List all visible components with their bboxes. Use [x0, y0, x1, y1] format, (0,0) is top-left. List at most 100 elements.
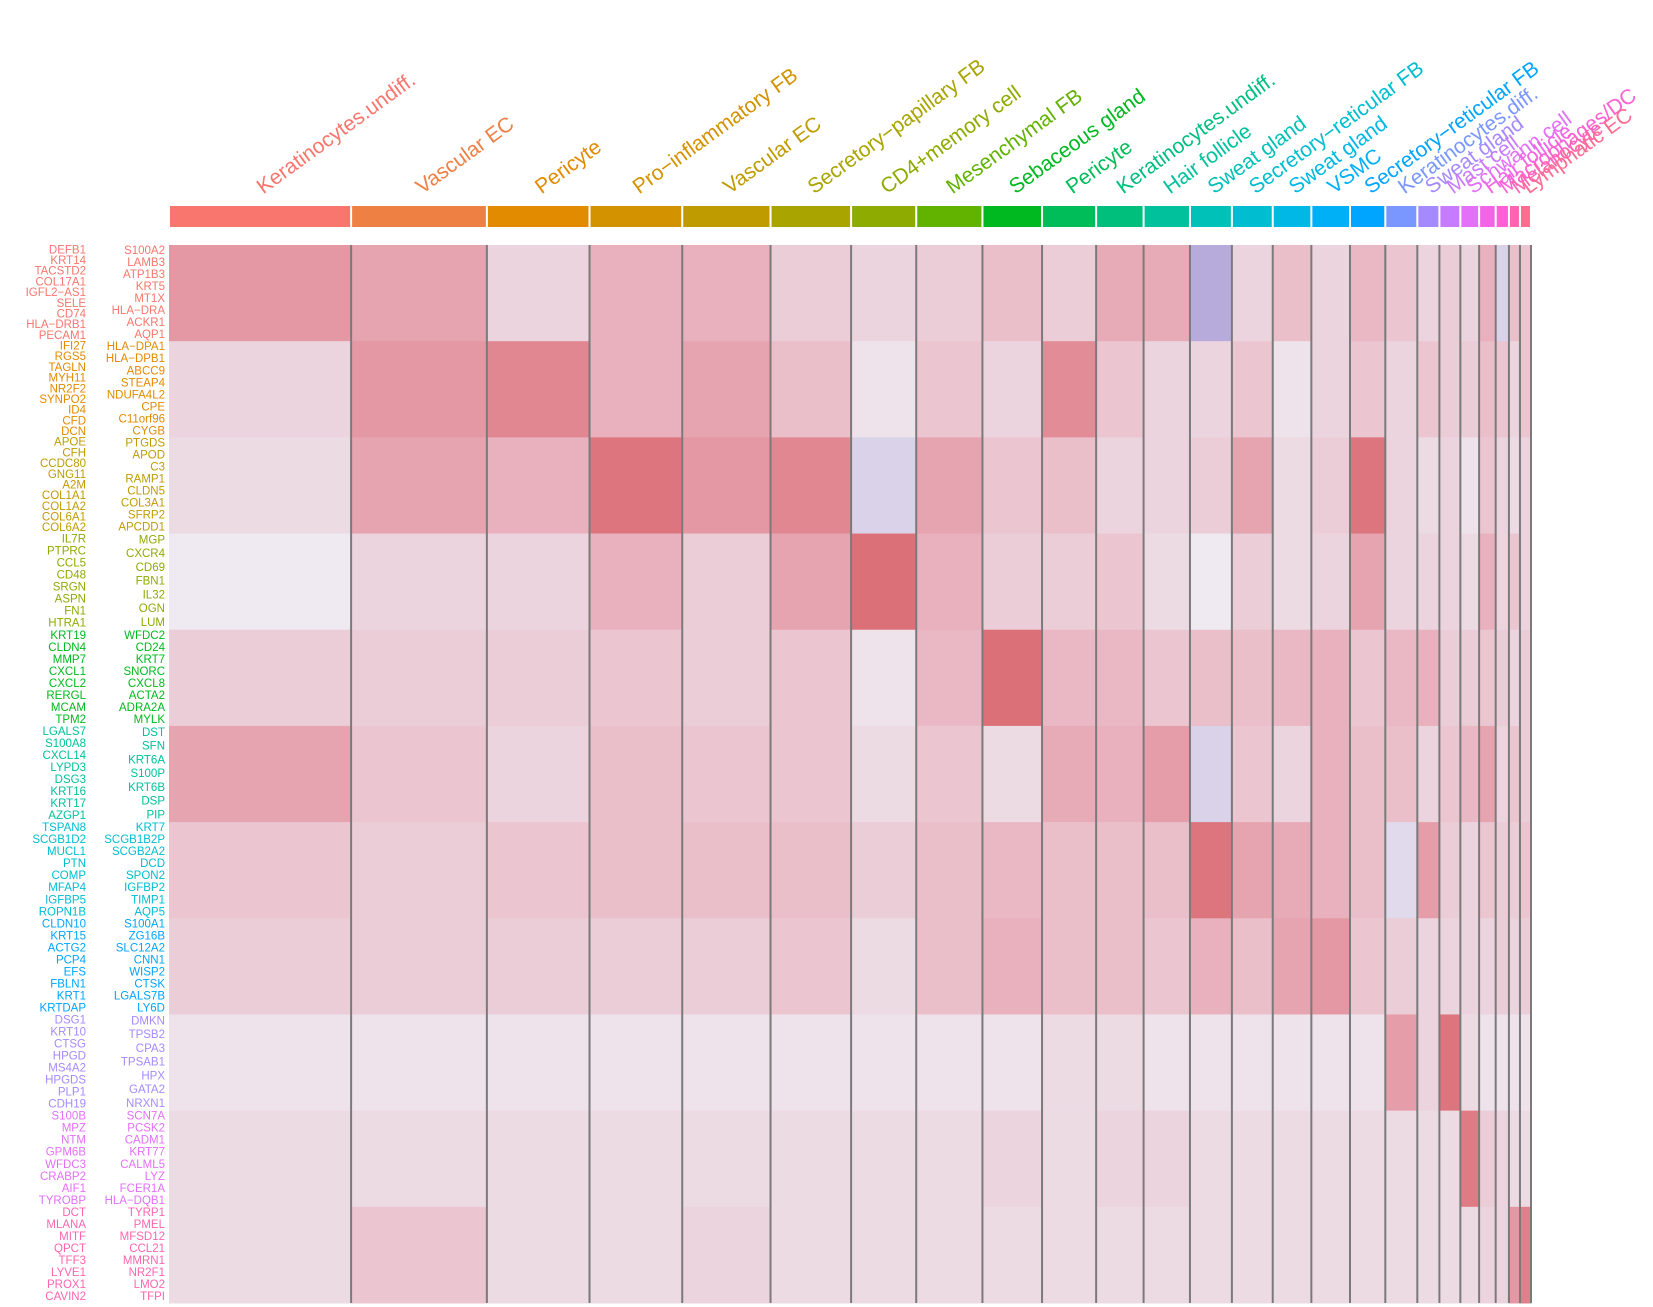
heat-cell [1460, 341, 1480, 438]
gene-label: DMKN [131, 1015, 165, 1027]
heat-cell [1143, 1206, 1191, 1304]
heat-cell [486, 245, 591, 342]
heat-cell [1231, 918, 1274, 1015]
gene-label: HPGD [53, 1051, 86, 1063]
heat-cell [851, 533, 917, 631]
heat-cell [351, 822, 488, 919]
gene-label: CPA3 [136, 1043, 165, 1055]
gene-label: CXCL2 [49, 678, 86, 690]
heat-cell [1479, 918, 1497, 1015]
heat-cell [682, 1110, 772, 1208]
heat-cell [851, 918, 917, 1015]
heat-cell [682, 1014, 772, 1112]
heat-cell [916, 1014, 983, 1112]
gene-label: COL1A2 [42, 501, 86, 513]
heat-cell [1417, 437, 1440, 535]
heat-cell [851, 822, 917, 919]
heat-cell [1495, 918, 1510, 1015]
gene-label: OGN [139, 603, 165, 615]
heat-cell [1385, 822, 1418, 919]
heat-cell [486, 918, 591, 1015]
gene-label: COL1A1 [42, 490, 86, 502]
gene-label: MUCL1 [47, 846, 86, 858]
heat-cell [589, 629, 683, 727]
heat-cell [1479, 245, 1497, 342]
gene-label: APOD [132, 449, 165, 461]
gene-label: PTPRC [47, 546, 86, 558]
gene-label: LMO2 [134, 1279, 165, 1291]
gene-label: LYVE1 [51, 1267, 86, 1279]
heat-cell [1042, 341, 1097, 438]
gene-label: COL6A2 [42, 522, 86, 534]
gene-label: WFDC3 [45, 1159, 86, 1171]
heat-cell [916, 245, 983, 342]
heat-cell [1096, 1110, 1145, 1208]
gene-label: NRXN1 [126, 1098, 165, 1110]
heat-cell [1460, 245, 1480, 342]
heat-cell [770, 1014, 852, 1112]
gene-label: NR2F2 [50, 383, 86, 395]
heat-cell [916, 1206, 983, 1304]
gene-label: S100A8 [45, 738, 86, 750]
gene-label: CD69 [136, 562, 165, 574]
heat-cell [1385, 725, 1418, 823]
heat-cell [1508, 822, 1521, 919]
heat-cell [1311, 533, 1351, 631]
heat-cell [1479, 341, 1497, 438]
gene-label: CYGB [132, 425, 165, 437]
gene-label: COL6A1 [42, 512, 86, 524]
gene-label: CAVIN2 [45, 1291, 86, 1303]
heat-cell [982, 918, 1043, 1015]
gene-label: SFN [142, 741, 165, 753]
gene-label: KRT7 [136, 822, 165, 834]
heat-cell [589, 1206, 683, 1304]
heat-cell [486, 629, 591, 727]
heat-cell [169, 437, 352, 535]
gene-label: SFRP2 [128, 510, 165, 522]
heat-cell [1349, 533, 1386, 631]
heat-cell [1096, 1014, 1145, 1112]
gene-label: QPCT [54, 1243, 86, 1255]
gene-label: LUM [141, 617, 165, 629]
heat-cell [1231, 822, 1274, 919]
heat-cell [1096, 437, 1145, 535]
heat-cell [682, 629, 772, 727]
gene-label: HLA−DQB1 [105, 1195, 165, 1207]
heat-cell [682, 437, 772, 535]
heat-cell [1385, 918, 1418, 1015]
heat-cell [1096, 245, 1145, 342]
gene-label: CCDC80 [40, 458, 86, 470]
heat-cell [1495, 245, 1510, 342]
gene-label: DCT [62, 1207, 86, 1219]
heat-cell [351, 725, 488, 823]
heat-cell [1231, 245, 1274, 342]
gene-label: DST [142, 727, 165, 739]
gene-label: TPSAB1 [121, 1057, 165, 1069]
heat-cell [916, 437, 983, 535]
gene-label: KRT19 [50, 630, 86, 642]
heat-cell [1272, 1206, 1312, 1304]
heat-cell [351, 245, 488, 342]
gene-label: MS4A2 [48, 1063, 86, 1075]
heat-cell [851, 245, 917, 342]
heat-cell [1231, 437, 1274, 535]
heat-cell [1460, 1110, 1480, 1208]
heat-cell [1143, 918, 1191, 1015]
heat-cell [1311, 245, 1351, 342]
gene-label: KRT6A [128, 754, 165, 766]
gene-label: TFF3 [59, 1255, 86, 1267]
heat-cell [589, 725, 683, 823]
heat-cell [1096, 1206, 1145, 1304]
heat-cell [1385, 341, 1418, 438]
heat-cell [1495, 437, 1510, 535]
heat-cell [1495, 629, 1510, 727]
heat-cell [682, 822, 772, 919]
heat-cell [982, 1014, 1043, 1112]
cluster-bar [1232, 206, 1272, 227]
gene-label: KRT6B [128, 782, 165, 794]
cluster-bar [1144, 206, 1189, 227]
heat-cell [1272, 1110, 1312, 1208]
heat-cell [1349, 437, 1386, 535]
gene-label: PCP4 [56, 954, 87, 966]
